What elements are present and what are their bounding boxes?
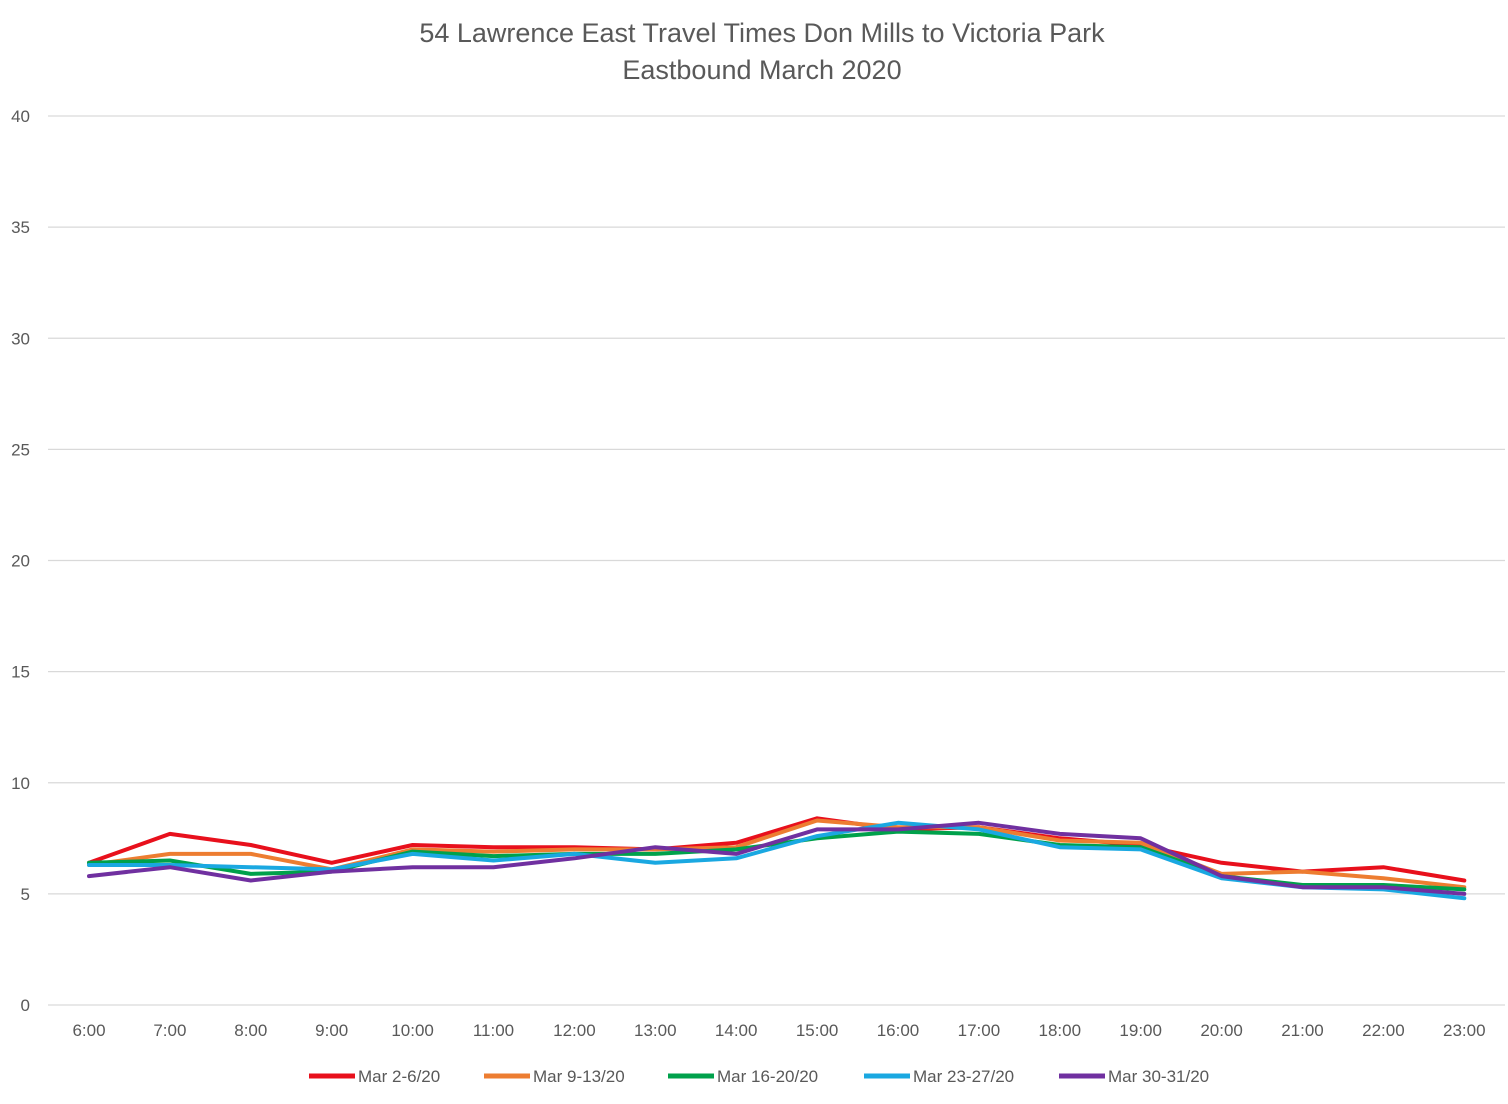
x-tick-label: 19:00 xyxy=(1119,1021,1162,1040)
y-tick-label: 40 xyxy=(11,107,30,126)
legend-label: Mar 16-20/20 xyxy=(717,1067,818,1086)
x-tick-label: 10:00 xyxy=(391,1021,434,1040)
x-tick-label: 14:00 xyxy=(715,1021,758,1040)
y-tick-label: 5 xyxy=(21,885,30,904)
x-tick-label: 11:00 xyxy=(473,1021,514,1040)
y-tick-label: 25 xyxy=(11,440,30,459)
series-line-1 xyxy=(87,816,1467,883)
y-tick-label: 20 xyxy=(11,552,30,571)
legend-label: Mar 9-13/20 xyxy=(533,1067,625,1086)
series-line-5 xyxy=(87,820,1467,896)
legend-label: Mar 30-31/20 xyxy=(1108,1067,1209,1086)
legend: Mar 2-6/20 Mar 9-13/20 Mar 16-20/20 Mar 23-… xyxy=(309,1067,1209,1086)
x-tick-label: 23:00 xyxy=(1443,1021,1486,1040)
x-tick-label: 15:00 xyxy=(796,1021,839,1040)
x-axis-ticks: 6:00 7:00 8:00 9:00 10:00 11:00 12:00 13:00 14:0… xyxy=(72,1021,1485,1040)
y-axis-ticks: 0 5 10 15 20 25 30 35 40 xyxy=(11,107,30,1015)
y-tick-label: 35 xyxy=(11,218,30,237)
x-tick-label: 17:00 xyxy=(958,1021,1001,1040)
x-tick-label: 18:00 xyxy=(1039,1021,1082,1040)
x-tick-label: 9:00 xyxy=(315,1021,348,1040)
series-lines xyxy=(87,816,1467,901)
x-tick-label: 8:00 xyxy=(234,1021,267,1040)
y-tick-label: 30 xyxy=(11,329,30,348)
y-tick-label: 10 xyxy=(11,774,30,793)
x-tick-label: 12:00 xyxy=(553,1021,596,1040)
x-tick-label: 22:00 xyxy=(1362,1021,1405,1040)
x-tick-label: 13:00 xyxy=(634,1021,677,1040)
y-tick-label: 0 xyxy=(21,996,30,1015)
gridlines xyxy=(48,115,1505,1006)
x-tick-label: 21:00 xyxy=(1281,1021,1324,1040)
chart-title: 54 Lawrence East Travel Times Don Mills … xyxy=(419,18,1105,85)
x-tick-label: 20:00 xyxy=(1200,1021,1243,1040)
legend-label: Mar 23-27/20 xyxy=(913,1067,1014,1086)
x-tick-label: 16:00 xyxy=(877,1021,920,1040)
x-tick-label: 7:00 xyxy=(153,1021,186,1040)
legend-label: Mar 2-6/20 xyxy=(358,1067,440,1086)
y-tick-label: 15 xyxy=(11,663,30,682)
chart-title-line-1: 54 Lawrence East Travel Times Don Mills … xyxy=(419,18,1105,48)
chart-title-line-2: Eastbound March 2020 xyxy=(622,55,901,85)
series-line-2 xyxy=(87,818,1467,890)
x-tick-label: 6:00 xyxy=(72,1021,105,1040)
